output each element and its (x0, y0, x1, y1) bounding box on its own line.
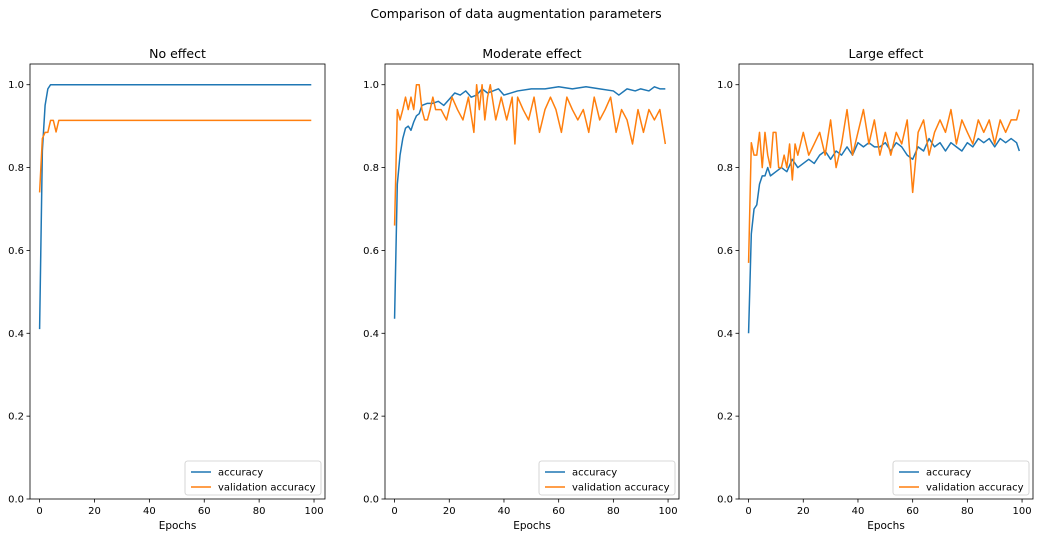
subplot-1: No effect 0 20 40 60 80 100 0.0 0.2 0.4 0.6 0.8 1.0 E… (8, 46, 326, 532)
subplot-2: Moderate effect 0 20 40 60 80 100 0.0 0.2 0.4 0.6 0… (363, 46, 680, 532)
subplot-title: Moderate effect (482, 46, 581, 61)
y-tick-label: 0.0 (8, 495, 24, 506)
x-tick-label: 100 (659, 506, 678, 517)
x-tick-label: 80 (961, 506, 974, 517)
subplot-title: No effect (149, 46, 206, 61)
x-tick-label: 0 (36, 506, 42, 517)
series-line-validation-accuracy (747, 108, 1021, 263)
figure-suptitle: Comparison of data augmentation paramete… (370, 6, 661, 21)
x-tick-label: 20 (797, 506, 810, 517)
y-tick-label: 0.6 (717, 246, 733, 257)
x-tick-label: 40 (143, 506, 156, 517)
y-tick-label: 0.0 (717, 495, 733, 506)
x-axis-label: Epochs (867, 520, 905, 532)
x-tick-label: 60 (198, 506, 211, 517)
legend-box (538, 460, 676, 496)
x-axis-label: Epochs (159, 520, 197, 532)
legend-entry: accuracy (572, 468, 617, 479)
y-tick-label: 0.4 (717, 329, 733, 340)
x-tick-label: 40 (498, 506, 511, 517)
y-tick-label: 0.2 (363, 412, 379, 423)
series-line-accuracy (393, 86, 666, 319)
legend-box (184, 460, 322, 496)
x-tick-label: 60 (552, 506, 565, 517)
axes-frame (384, 63, 680, 500)
legend-entry: accuracy (926, 468, 971, 479)
x-tick-label: 20 (443, 506, 456, 517)
subplot-title: Large effect (849, 46, 924, 61)
legend-box (892, 460, 1030, 496)
y-tick-label: 1.0 (363, 80, 379, 91)
x-tick-label: 80 (253, 506, 266, 517)
legend: accuracy validation accuracy (184, 460, 322, 496)
y-tick-label: 0.2 (8, 412, 24, 423)
y-tick-label: 0.6 (8, 246, 24, 257)
x-tick-label: 0 (391, 506, 397, 517)
subplot-3: Large effect 0 20 40 60 80 100 0.0 0.2 0.4 0.6 0.8 1… (717, 46, 1034, 532)
legend-entry: accuracy (218, 468, 263, 479)
subplots: No effect 0 20 40 60 80 100 0.0 0.2 0.4 0.6 0.8 1.0 E… (8, 46, 1034, 532)
series-line-accuracy (38, 83, 312, 330)
axes-frame (738, 63, 1034, 500)
y-tick-label: 0.8 (363, 163, 379, 174)
series-line-validation-accuracy (393, 83, 667, 226)
y-tick-label: 0.8 (717, 163, 733, 174)
x-tick-label: 100 (304, 506, 323, 517)
y-tick-label: 0.4 (363, 329, 379, 340)
y-tick-label: 0.2 (717, 412, 733, 423)
series-line-accuracy (747, 137, 1021, 334)
x-tick-label: 20 (88, 506, 101, 517)
legend: accuracy validation accuracy (538, 460, 676, 496)
series-line-validation-accuracy (38, 119, 312, 193)
legend-entry: validation accuracy (926, 483, 1024, 494)
y-tick-label: 0.8 (8, 163, 24, 174)
x-axis-label: Epochs (513, 520, 551, 532)
legend-entry: validation accuracy (218, 483, 316, 494)
y-tick-label: 1.0 (717, 80, 733, 91)
y-tick-label: 0.4 (8, 329, 24, 340)
x-tick-label: 60 (906, 506, 919, 517)
legend-entry: validation accuracy (572, 483, 670, 494)
x-tick-label: 0 (745, 506, 751, 517)
x-tick-label: 40 (852, 506, 865, 517)
axes-frame (29, 63, 326, 500)
y-tick-label: 0.6 (363, 246, 379, 257)
x-tick-label: 100 (1013, 506, 1032, 517)
y-tick-label: 1.0 (8, 80, 24, 91)
x-tick-label: 80 (607, 506, 620, 517)
legend: accuracy validation accuracy (892, 460, 1030, 496)
y-tick-label: 0.0 (363, 495, 379, 506)
